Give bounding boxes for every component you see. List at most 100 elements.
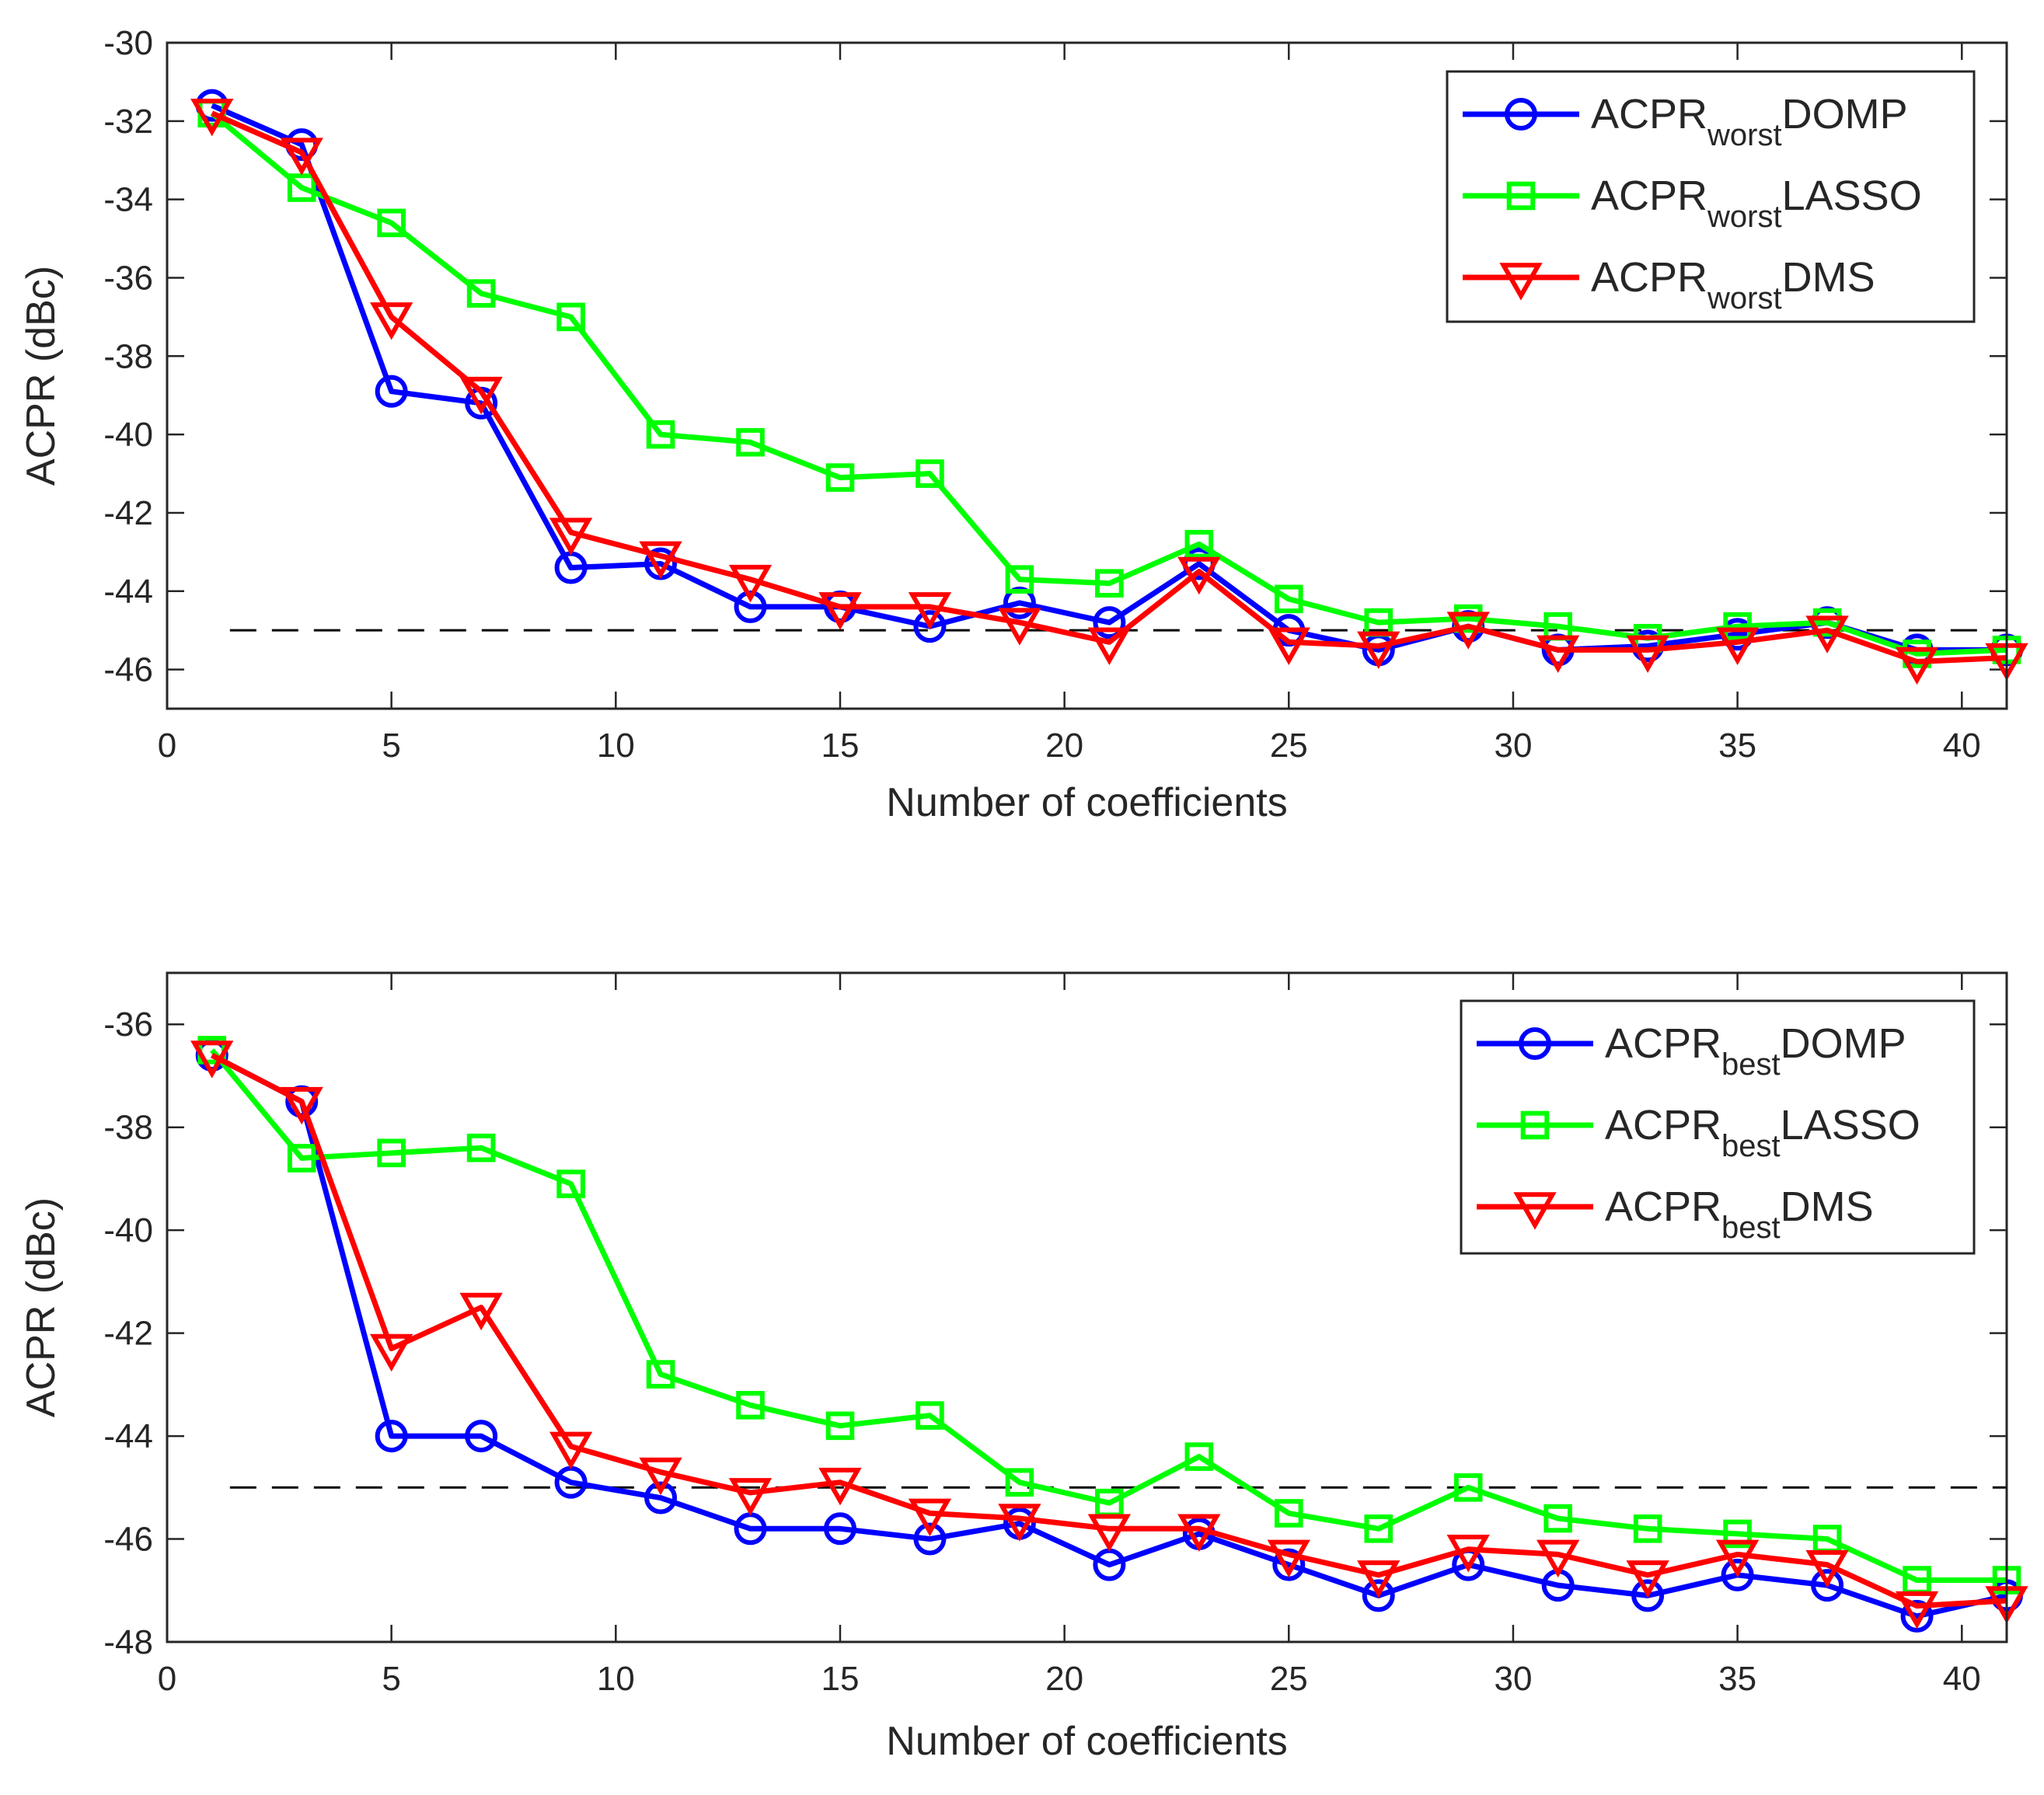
chart-1-data-point-lasso	[1274, 1499, 1303, 1528]
chart-1-data-point-domp	[913, 1522, 947, 1556]
chart-1-data-point-lasso	[646, 1360, 675, 1389]
chart-1-data-point-dms	[1177, 1514, 1221, 1552]
chart-0-series-dms	[190, 98, 2028, 685]
chart-0-data-point-dms	[1895, 647, 1939, 685]
chart-0-legend-label-subscript: worst	[1707, 200, 1782, 234]
chart-1-axes-box	[166, 971, 2008, 1643]
chart-0-data-point-dms	[1267, 627, 1310, 665]
chart-0-data-point-lasso	[1453, 604, 1483, 633]
chart-0-data-point-dms	[1357, 631, 1400, 670]
chart-1-series-lasso	[197, 1036, 2021, 1595]
chart-1-x-tick-label: 5	[382, 1660, 400, 1698]
chart-0-data-point-dms	[280, 138, 323, 176]
chart-1-x-tick-label: 35	[1718, 1660, 1756, 1698]
chart-1-legend-label-main: ACPR	[1605, 1102, 1721, 1148]
chart-0-x-tick-label: 15	[821, 727, 859, 765]
chart-0-data-point-dms	[1087, 627, 1132, 665]
chart-0-legend-label: ACPRworstDOMP	[1591, 91, 1908, 152]
chart-0-data-point-dms	[1715, 627, 1760, 665]
chart-0-data-point-dms	[1177, 556, 1221, 595]
chart-0-legend-label: ACPRworstLASSO	[1591, 173, 1922, 234]
chart-1-data-point-dms	[998, 1504, 1041, 1542]
chart-0-y-tick-label: -40	[103, 416, 153, 454]
chart-0-legend-label-main: ACPR	[1591, 91, 1707, 138]
chart-1-data-point-dms	[818, 1467, 862, 1506]
chart-0-data-point-lasso	[646, 420, 675, 449]
chart-0-y-tick-label: -42	[103, 494, 153, 532]
chart-1-x-tick-label: 10	[597, 1660, 635, 1698]
chart-0-legend-label: ACPRworstDMS	[1591, 254, 1875, 315]
chart-0-x-tick-label: 10	[597, 727, 635, 765]
chart-1-data-point-domp	[1272, 1548, 1306, 1581]
chart-1-data-point-lasso	[1723, 1519, 1752, 1549]
chart-0-y-tick-label: -44	[103, 573, 153, 611]
chart-1-data-point-dms	[459, 1292, 503, 1331]
chart-0-data-point-lasso	[1812, 608, 1842, 637]
chart-0-data-point-dms	[1536, 635, 1580, 674]
chart-1-data-point-domp	[1900, 1599, 1934, 1633]
chart-1-series-line-dms	[211, 1052, 2007, 1609]
chart-1-legend-label-main: ACPR	[1605, 1020, 1721, 1067]
chart-1-data-point-dms	[190, 1040, 234, 1079]
chart-1-y-axis-label: ACPR (dBc)	[19, 1197, 64, 1417]
chart-0-data-point-dms	[998, 608, 1041, 646]
chart-0-legend-swatch-marker	[1506, 181, 1536, 211]
chart-0-legend-label-main: ACPR	[1591, 254, 1707, 301]
chart-0-y-tick-label: -36	[103, 259, 153, 297]
chart-1-data-point-dms	[639, 1457, 682, 1496]
chart-0-data-point-dms	[1446, 612, 1490, 650]
chart-1-x-tick-label: 0	[158, 1660, 176, 1698]
chart-1-data-point-dms	[1895, 1591, 1939, 1629]
chart-1-y-tick-label: -36	[103, 1006, 153, 1044]
chart-1-data-point-domp	[1721, 1558, 1754, 1591]
chart-0-y-tick-label: -38	[103, 337, 153, 375]
chart-0-data-point-domp	[734, 590, 767, 623]
chart-1-data-point-lasso	[1453, 1473, 1483, 1502]
chart-1-data-point-lasso	[736, 1391, 765, 1420]
chart-1-data-point-dms	[1267, 1539, 1310, 1578]
chart-1-x-tick-label: 20	[1045, 1660, 1083, 1698]
chart-1-data-point-domp	[823, 1512, 856, 1546]
chart-1-legend-label: ACPRbestDOMP	[1605, 1020, 1906, 1082]
chart-0-data-point-dms	[369, 302, 413, 340]
chart-1-data-point-domp	[1811, 1569, 1844, 1602]
chart-0-data-point-lasso	[377, 208, 406, 238]
chart-0-y-tick-label: -34	[103, 181, 153, 219]
chart-0-x-tick-label: 20	[1045, 727, 1083, 765]
chart-0-data-point-lasso	[1723, 612, 1752, 641]
chart-1-data-point-dms	[1536, 1539, 1580, 1578]
chart-1-data-point-dms	[1446, 1535, 1490, 1573]
chart-1-x-tick-label: 15	[821, 1660, 859, 1698]
chart-0-legend-label-main: ACPR	[1591, 173, 1707, 219]
chart-1-y-tick-label: -38	[103, 1109, 153, 1147]
chart-1-legend-swatch-marker	[1513, 1192, 1557, 1230]
chart-1-legend-swatch-marker	[1520, 1110, 1550, 1140]
chart-0-x-tick-label: 40	[1943, 727, 1981, 765]
chart-0-data-point-domp	[1093, 606, 1126, 640]
chart-1-data-point-dms	[1357, 1560, 1400, 1598]
chart-0-data-point-dms	[639, 541, 682, 580]
chart-1-data-point-lasso	[287, 1144, 316, 1173]
chart-0-data-point-lasso	[916, 459, 944, 488]
chart-0-x-tick-label: 25	[1270, 727, 1308, 765]
chart-0-x-tick-label: 0	[158, 727, 176, 765]
chart-0-y-tick-label: -32	[103, 103, 153, 141]
chart-1-data-point-dms	[1805, 1549, 1849, 1588]
top-chart-worst: 0 5 10 15 20 25 30 35 40 -46 -44 -42 -40 -38 -36 -34 -32…	[19, 24, 2028, 825]
chart-1-legend-label-subscript: best	[1721, 1211, 1781, 1245]
chart-1-series-line-domp	[211, 1052, 2007, 1619]
chart-0-series-line-domp	[211, 103, 2007, 653]
chart-1-data-point-lasso	[377, 1138, 406, 1168]
chart-0-y-tick-label: -46	[103, 651, 153, 689]
chart-0-legend-swatch-marker	[1499, 263, 1543, 301]
chart-0-data-point-dms	[190, 98, 234, 137]
chart-0-data-point-domp	[375, 375, 408, 408]
chart-1-data-point-lasso	[556, 1169, 585, 1198]
chart-1-data-point-domp	[375, 1420, 408, 1453]
chart-1-legend-swatch-marker	[1519, 1027, 1551, 1060]
chart-0-x-tick-label: 5	[382, 727, 400, 765]
chart-1-data-point-dms	[728, 1478, 773, 1516]
chart-0-legend-label-suffix: LASSO	[1782, 173, 1922, 219]
